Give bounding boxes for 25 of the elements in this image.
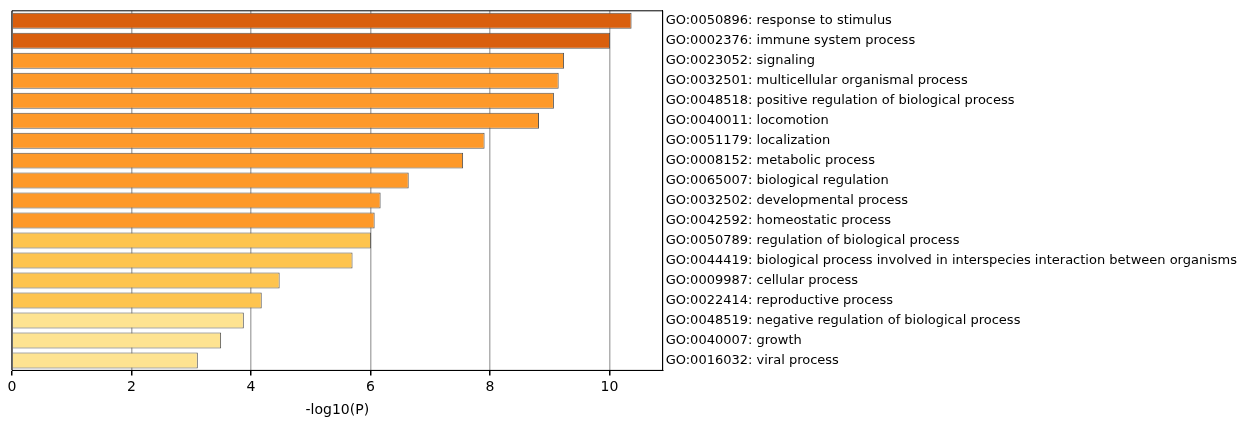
x-tick-label: 0 (7, 378, 17, 395)
y-tick-label: GO:0023052: signaling (665, 52, 816, 68)
x-tick-label: 8 (485, 378, 495, 395)
x-tick-label: 4 (246, 378, 256, 395)
y-tick-label: GO:0051179: localization (665, 132, 831, 148)
y-tick-label: GO:0050789: regulation of biological process (665, 231, 960, 247)
y-tick-label: GO:0042592: homeostatic process (665, 211, 892, 227)
y-tick-label: GO:0040007: growth (665, 331, 802, 347)
y-tick-label: GO:0032502: developmental process (665, 191, 909, 207)
y-tick-label: GO:0040011: locomotion (665, 112, 829, 128)
x-tick-label: 2 (127, 378, 136, 395)
x-tick-label: 6 (366, 378, 376, 395)
y-tick-label: GO:0022414: reproductive process (665, 291, 894, 307)
x-tick-label: 10 (600, 378, 619, 395)
x-axis-title: -log10(P) (305, 401, 370, 418)
y-tick-label: GO:0008152: metabolic process (665, 152, 876, 168)
y-tick-label: GO:0009987: cellular process (665, 271, 859, 287)
y-tick-label: GO:0016032: viral process (665, 351, 840, 367)
y-tick-label: GO:0044419: biological process involved in interspecies interaction between organisms (665, 251, 1238, 267)
y-tick-label: GO:0065007: biological regulation (665, 171, 889, 187)
y-tick-label: GO:0048519: negative regulation of biological process (665, 311, 1021, 327)
y-tick-label: GO:0048518: positive regulation of biological process (665, 92, 1015, 108)
y-tick-label: GO:0032501: multicellular organismal process (665, 72, 968, 88)
y-tick-label: GO:0002376: immune system process (665, 32, 916, 48)
y-tick-label: GO:0050896: response to stimulus (665, 12, 893, 28)
